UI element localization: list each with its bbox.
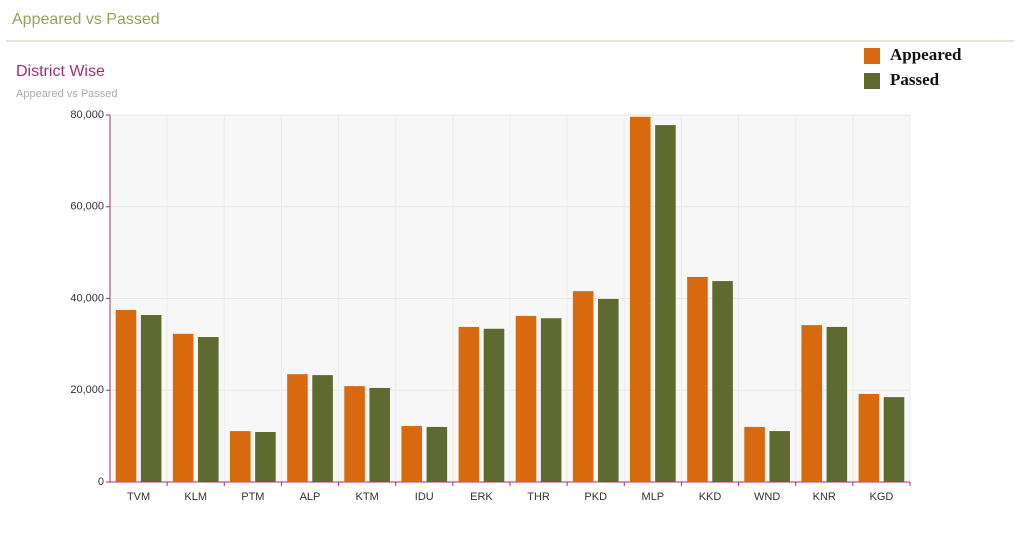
page-title: Appeared vs Passed — [12, 11, 160, 28]
bar — [687, 276, 708, 482]
x-tick-label: IDU — [415, 491, 434, 503]
bar — [115, 309, 137, 482]
x-tick-label: WND — [754, 491, 780, 503]
bar — [769, 431, 790, 482]
bar — [312, 375, 333, 482]
x-tick-label: THR — [527, 491, 550, 503]
bar — [801, 325, 822, 482]
bar — [655, 125, 676, 482]
legend-label: Appeared — [890, 45, 962, 64]
bar — [630, 116, 651, 483]
bar — [826, 326, 848, 482]
x-tick-label: KGD — [870, 491, 894, 503]
bar — [426, 426, 448, 482]
x-tick-label: TVM — [127, 491, 150, 503]
bar — [369, 387, 390, 482]
bar — [598, 298, 619, 482]
bar — [198, 337, 219, 482]
x-tick-label: ERK — [470, 491, 493, 503]
y-tick-label: 80,000 — [70, 109, 104, 121]
bar — [883, 397, 905, 482]
bar — [483, 328, 505, 482]
bar — [744, 426, 765, 482]
bar — [287, 374, 308, 482]
bar — [230, 431, 251, 482]
bar — [172, 333, 194, 482]
legend-swatch — [864, 73, 880, 89]
bar — [140, 315, 162, 482]
y-tick-label: 0 — [98, 476, 104, 488]
x-tick-label: PTM — [241, 491, 264, 503]
y-tick-label: 60,000 — [70, 201, 104, 213]
x-tick-label: PKD — [584, 491, 607, 503]
y-tick-label: 20,000 — [70, 384, 104, 396]
bar — [458, 326, 480, 482]
chart-subtitle: Appeared vs Passed — [16, 88, 118, 100]
bar — [712, 281, 733, 482]
bar — [255, 431, 276, 482]
y-tick-label: 40,000 — [70, 292, 104, 304]
bar — [540, 318, 562, 482]
x-tick-label: MLP — [642, 491, 665, 503]
legend-swatch — [864, 48, 880, 64]
x-tick-label: KNR — [813, 491, 836, 503]
bar — [572, 291, 594, 482]
x-tick-label: KLM — [184, 491, 207, 503]
bar — [401, 426, 422, 482]
bar — [515, 315, 537, 482]
x-tick-label: ALP — [300, 491, 321, 503]
chart-title: District Wise — [16, 63, 105, 80]
x-tick-label: KTM — [356, 491, 379, 503]
legend-label: Passed — [890, 70, 940, 89]
x-tick-label: KKD — [699, 491, 722, 503]
bar — [858, 393, 880, 482]
bar — [344, 386, 365, 482]
